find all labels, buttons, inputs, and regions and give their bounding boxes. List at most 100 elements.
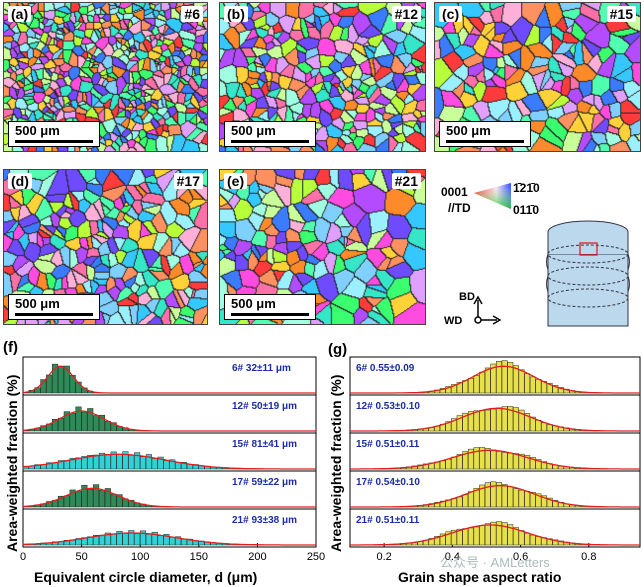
ebsd-map-d: (d) #17 500 μm bbox=[3, 169, 208, 325]
bar bbox=[69, 412, 76, 432]
bar bbox=[128, 500, 135, 508]
bar bbox=[417, 464, 424, 470]
series-annotation: 12# 0.53±0.10 bbox=[356, 401, 420, 412]
bar bbox=[496, 407, 502, 432]
bar bbox=[513, 365, 519, 394]
bar bbox=[552, 385, 559, 394]
bar bbox=[169, 536, 176, 546]
bar bbox=[473, 447, 480, 470]
panel-label: (a) bbox=[8, 6, 32, 22]
specimen-body bbox=[547, 253, 629, 327]
bar bbox=[57, 365, 64, 394]
bar bbox=[186, 538, 193, 546]
scale-text: 500 μm bbox=[231, 123, 276, 138]
scale-text: 500 μm bbox=[15, 296, 60, 311]
series-annotation: 12# 50±19 μm bbox=[232, 401, 297, 412]
bar bbox=[445, 386, 452, 394]
bar bbox=[462, 412, 469, 432]
panel-g-ylabel: Area-weighted fraction (%) bbox=[328, 375, 344, 552]
bar bbox=[524, 413, 531, 432]
bar bbox=[484, 448, 491, 470]
x-tick-label: 0.4 bbox=[445, 551, 460, 563]
bar bbox=[490, 449, 497, 470]
bar bbox=[456, 415, 463, 432]
series-annotation: 15# 81±41 μm bbox=[232, 439, 297, 450]
bar bbox=[57, 417, 64, 432]
bar bbox=[180, 462, 188, 470]
bar bbox=[75, 457, 82, 470]
sample-label: #17 bbox=[173, 173, 203, 189]
bar bbox=[40, 379, 47, 394]
bar bbox=[501, 406, 508, 432]
sampling-region bbox=[579, 242, 598, 256]
series-annotation: 17# 59±22 μm bbox=[232, 477, 297, 488]
panel-f-xticks: 0 50 100 150 200 250 bbox=[20, 543, 325, 563]
bar bbox=[63, 365, 70, 394]
bar bbox=[439, 388, 446, 394]
scale-bar-line bbox=[15, 313, 93, 316]
bar bbox=[46, 501, 53, 508]
bar bbox=[490, 521, 497, 546]
bar bbox=[151, 458, 158, 470]
bar bbox=[128, 530, 135, 546]
series-annotation: 6# 32±11 μm bbox=[232, 363, 291, 374]
bar bbox=[52, 363, 59, 394]
panel-g-xlabel: Grain shape aspect ratio bbox=[398, 569, 561, 585]
bar bbox=[501, 452, 508, 470]
bar bbox=[116, 494, 123, 508]
panel-g-chart: (g) Area-weighted fraction (%) Grain sha… bbox=[328, 341, 641, 585]
panel-label: (e) bbox=[224, 173, 248, 189]
bar bbox=[163, 534, 170, 546]
scale-text: 500 μm bbox=[15, 123, 60, 138]
panel-f-xlabel: Equivalent circle diameter, d (μm) bbox=[34, 569, 257, 585]
panel-g-xticks: 0.2 0.4 0.6 0.8 bbox=[376, 543, 596, 563]
sample-label: #6 bbox=[181, 6, 203, 22]
fit-curve bbox=[22, 487, 316, 508]
bar bbox=[98, 452, 105, 470]
bar bbox=[93, 454, 100, 470]
bar bbox=[451, 456, 457, 470]
bar bbox=[546, 424, 553, 432]
bar bbox=[34, 464, 41, 470]
scale-bar-line bbox=[446, 140, 524, 143]
bar bbox=[451, 498, 457, 508]
scale-bar: 500 μm bbox=[224, 294, 316, 320]
bar bbox=[507, 452, 514, 470]
ipf-legend: 0001 1̄21̄0 011̄0 //TD bbox=[441, 181, 540, 217]
bar bbox=[529, 456, 536, 470]
bar bbox=[535, 379, 542, 394]
bar bbox=[87, 455, 94, 470]
ipf-corner-01bar10: 011̄0 bbox=[513, 203, 539, 217]
bar bbox=[87, 488, 94, 508]
bar bbox=[513, 527, 519, 546]
bar bbox=[541, 495, 547, 508]
bar bbox=[456, 382, 463, 394]
bar bbox=[518, 489, 525, 508]
panel-g-plots: 6# 0.55±0.09 12# 0.53±0.10 15# 0.51±0.11 17… bbox=[349, 356, 641, 548]
fit-curve bbox=[22, 453, 316, 470]
bar bbox=[93, 484, 100, 508]
fit-curve bbox=[350, 449, 640, 470]
scale-bar-line bbox=[15, 140, 93, 143]
sample-label: #21 bbox=[391, 173, 421, 189]
bar bbox=[439, 460, 446, 470]
scale-bar: 500 μm bbox=[439, 121, 531, 147]
bar bbox=[445, 531, 452, 546]
x-tick-label: 50 bbox=[75, 551, 87, 563]
bar bbox=[479, 410, 486, 432]
bar bbox=[75, 406, 82, 432]
bar bbox=[462, 494, 469, 508]
bar bbox=[518, 530, 525, 546]
ipf-corner-12bar10: 1̄21̄0 bbox=[513, 181, 540, 195]
ipf-triangle-shade bbox=[474, 183, 511, 209]
bar bbox=[63, 495, 70, 508]
bar bbox=[513, 488, 519, 508]
bar bbox=[81, 456, 88, 470]
bar bbox=[507, 361, 514, 394]
x-tick-label: 150 bbox=[190, 551, 208, 563]
ebsd-map-b: (b) #12 500 μm bbox=[219, 2, 426, 152]
bar bbox=[122, 533, 129, 546]
scale-text: 500 μm bbox=[446, 123, 491, 138]
bar bbox=[518, 453, 525, 470]
bar bbox=[445, 458, 452, 470]
